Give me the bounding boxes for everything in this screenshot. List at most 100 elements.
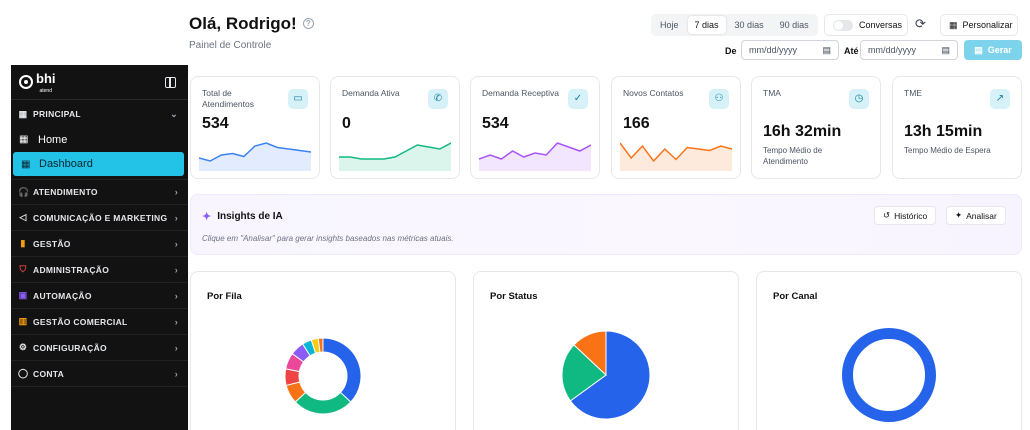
kpi-card-0: Total de Atendimentos ▭ 534 [190, 76, 320, 179]
sparkline-line [339, 142, 451, 160]
period-selector: Hoje 7 dias 30 dias 90 dias [651, 14, 818, 36]
status-pie-chart [561, 330, 651, 420]
kpi-card-1: Demanda Ativa ✆ 0 [330, 76, 460, 179]
page-title: Olá, Rodrigo!? [189, 14, 314, 34]
to-label: Até [844, 46, 859, 56]
kpi-card-2: Demanda Receptiva ✓ 534 [470, 76, 600, 179]
sparkline-line [479, 142, 591, 160]
chevron-right-icon: › [174, 264, 178, 275]
calendar-icon[interactable]: ▤ [941, 44, 950, 55]
period-7-days[interactable]: 7 dias [687, 16, 726, 34]
calendar-icon: ▤ [974, 44, 983, 55]
kpi-card-3: Novos Contatos ⚇ 166 [611, 76, 741, 179]
sidebar-item-dashboard[interactable]: ▦ Dashboard [13, 152, 184, 176]
generate-button[interactable]: ▤ Gerar [964, 40, 1022, 60]
chart-panel-por-fila: Por Fila [190, 271, 456, 430]
to-date-placeholder: mm/dd/yyyy [868, 45, 917, 55]
toggle-label: Conversas [859, 20, 903, 30]
sparkles-icon: ✦ [202, 211, 212, 223]
clock-icon: ◷ [849, 89, 869, 109]
sidebar-section-2[interactable]: ▮ GESTÃO › [11, 231, 188, 257]
grid-icon: ▦ [19, 134, 29, 145]
shield-icon: ⛉ [19, 264, 27, 274]
chart-slice-1 [294, 391, 352, 415]
period-today[interactable]: Hoje [660, 20, 679, 30]
analyze-button[interactable]: ✦ Analisar [946, 206, 1006, 225]
chevron-right-icon: › [174, 316, 178, 327]
period-90-days[interactable]: 90 dias [779, 20, 809, 30]
kpi-card-4: TMA ◷ 16h 32min Tempo Médio de Atendimento [751, 76, 881, 179]
customize-label: Personalizar [962, 20, 1013, 30]
chart-slice-1 [561, 344, 607, 402]
toggle-switch[interactable] [833, 19, 853, 31]
to-date-input[interactable]: mm/dd/yyyy ▤ [860, 40, 958, 60]
kpi-title: TMA [763, 88, 781, 98]
kpi-title: Demanda Receptiva [482, 88, 560, 98]
insights-hint: Clique em "Analisar" para gerar insights… [202, 234, 454, 243]
sidebar-section-7[interactable]: ◯ CONTA › [11, 361, 188, 387]
customize-button[interactable]: ▦ Personalizar [940, 14, 1018, 36]
kpi-sparkline [339, 142, 451, 171]
refresh-icon[interactable]: ⟳ [915, 16, 926, 31]
sidebar-section-3[interactable]: ⛉ ADMINISTRAÇÃO › [11, 257, 188, 283]
sidebar-item-home[interactable]: ▦ Home [19, 133, 68, 146]
kpi-title: TME [904, 88, 922, 98]
chart-icon: ▥ [18, 316, 28, 326]
sparkline-line [620, 142, 732, 163]
chevron-right-icon: › [174, 238, 178, 249]
users-icon: ⚇ [709, 89, 729, 109]
help-icon[interactable]: ? [302, 18, 314, 29]
bar-chart-icon: ▮ [20, 238, 26, 248]
from-label: De [725, 46, 737, 56]
from-date-placeholder: mm/dd/yyyy [749, 45, 798, 55]
sidebar-section-principal[interactable]: ▦ PRINCIPAL ⌄ [18, 108, 178, 120]
kpi-value: 0 [342, 115, 351, 132]
ai-insights-panel: ✦ Insights de IA Clique em "Analisar" par… [190, 194, 1022, 255]
logo-icon [19, 75, 33, 89]
sidebar-section-5[interactable]: ▥ GESTÃO COMERCIAL › [11, 309, 188, 335]
kpi-value: 534 [202, 115, 229, 132]
chart-slice-0 [842, 328, 936, 422]
sidebar-section-1[interactable]: ◁ COMUNICAÇÃO E MARKETING › [11, 205, 188, 231]
kpi-description: Tempo Médio de Atendimento [763, 146, 823, 166]
chevron-right-icon: › [174, 368, 178, 379]
from-date-input[interactable]: mm/dd/yyyy ▤ [741, 40, 839, 60]
sparkline-area [199, 143, 311, 171]
chevron-right-icon: › [174, 212, 178, 223]
user-check-icon: ✓ [568, 89, 588, 109]
sidebar-section-0[interactable]: 🎧 ATENDIMENTO › [11, 179, 188, 205]
collapse-sidebar-icon[interactable] [165, 76, 176, 88]
megaphone-icon: ◁ [19, 212, 27, 222]
kpi-sparkline [199, 142, 311, 171]
sidebar-section-4[interactable]: ▣ AUTOMAÇÃO › [11, 283, 188, 309]
history-icon: ↺ [883, 210, 891, 220]
user-icon: ◯ [18, 368, 29, 378]
calendar-icon[interactable]: ▤ [822, 44, 831, 55]
sparkline-line [199, 142, 311, 162]
chevron-right-icon: › [174, 290, 178, 301]
kpi-sparkline [620, 142, 732, 171]
kpi-value: 534 [482, 115, 509, 132]
generate-label: Gerar [987, 45, 1012, 55]
chart-slice-0 [322, 337, 362, 403]
logo-text: bhi [36, 71, 56, 86]
queue-donut-chart [284, 337, 362, 415]
period-30-days[interactable]: 30 dias [734, 20, 764, 30]
history-button[interactable]: ↺ Histórico [874, 206, 937, 225]
chevron-down-icon: ⌄ [170, 108, 178, 119]
sparkline-area [620, 143, 732, 171]
sidebar: bhi atend ▦ PRINCIPAL ⌄ ▦ Home ▦ Dashboar… [11, 65, 188, 430]
kpi-title: Novos Contatos [623, 88, 684, 98]
logo[interactable]: bhi atend [19, 70, 56, 94]
chevron-right-icon: › [174, 342, 178, 353]
page-subtitle: Painel de Controle [189, 40, 272, 51]
logo-subtext: atend [39, 88, 52, 94]
robot-icon: ▣ [18, 290, 28, 300]
chart-panel-por-canal: Por Canal [756, 271, 1022, 430]
kpi-description: Tempo Médio de Espera [904, 146, 991, 155]
kpi-value: 16h 32min [763, 123, 842, 140]
kpi-title: Demanda Ativa [342, 88, 400, 98]
sidebar-section-6[interactable]: ⚙ CONFIGURAÇÃO › [11, 335, 188, 361]
conversations-toggle[interactable]: Conversas [824, 14, 908, 36]
chart-slice-0 [569, 330, 651, 420]
